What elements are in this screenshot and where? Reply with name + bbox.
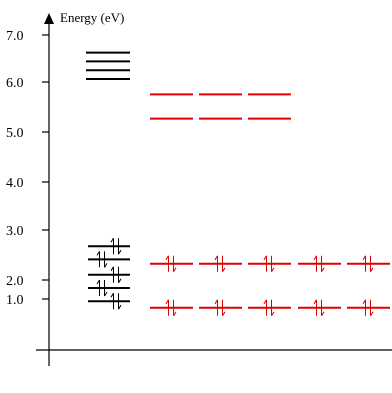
tick-label: 5.0: [6, 126, 24, 141]
electron-pair: [110, 266, 122, 284]
tick-4: 4.0: [6, 176, 49, 191]
spin-down-arrow-icon: [271, 255, 275, 273]
spin-down-arrow-icon: [222, 255, 226, 273]
tick-7: 7.0: [6, 29, 49, 44]
spin-up-arrow-icon: [263, 299, 267, 316]
tick-3: 3.0: [6, 224, 49, 239]
tick-2: 2.0: [6, 274, 49, 289]
spin-down-arrow-icon: [104, 280, 108, 297]
axis-ticks: 1.0 2.0 3.0 4.0 5.0 6.0 7.0: [6, 29, 49, 308]
energy-levels: [86, 51, 390, 317]
electron-pair: [214, 255, 226, 273]
spin-down-arrow-icon: [271, 299, 275, 317]
spin-down-arrow-icon: [222, 299, 226, 317]
tick-label: 1.0: [6, 293, 24, 308]
tick-label: 4.0: [6, 176, 24, 191]
tick-1: 1.0: [6, 293, 49, 308]
spin-up-arrow-icon: [165, 299, 169, 316]
electron-pair: [263, 255, 275, 273]
spin-down-arrow-icon: [104, 251, 108, 268]
spin-up-arrow-icon: [214, 299, 218, 316]
spin-down-arrow-icon: [173, 255, 177, 273]
spin-down-arrow-icon: [173, 299, 177, 317]
spin-down-arrow-icon: [370, 255, 374, 273]
electron-pair: [96, 251, 108, 268]
electron-pair: [362, 255, 374, 273]
axis-arrow-icon: [44, 13, 54, 24]
spin-up-arrow-icon: [362, 255, 366, 272]
electron-pair: [362, 299, 374, 317]
electron-pair: [165, 255, 177, 273]
spin-down-arrow-icon: [321, 299, 325, 317]
energy-axis: Energy (eV): [36, 10, 392, 366]
spin-up-arrow-icon: [110, 292, 114, 310]
spin-up-arrow-icon: [110, 237, 114, 255]
spin-up-arrow-icon: [214, 255, 218, 272]
spin-up-arrow-icon: [96, 279, 100, 296]
electron-pair: [263, 299, 275, 317]
spin-up-arrow-icon: [313, 255, 317, 272]
spin-down-arrow-icon: [118, 293, 122, 310]
axis-title: Energy (eV): [60, 10, 124, 25]
spin-up-arrow-icon: [165, 255, 169, 272]
tick-label: 6.0: [6, 76, 24, 91]
spin-up-arrow-icon: [263, 255, 267, 272]
tick-5: 5.0: [6, 126, 49, 141]
tick-label: 3.0: [6, 224, 24, 239]
spin-up-arrow-icon: [96, 251, 100, 268]
tick-label: 7.0: [6, 29, 24, 44]
electron-pair: [214, 299, 226, 317]
spin-down-arrow-icon: [118, 238, 122, 255]
spin-up-arrow-icon: [313, 299, 317, 316]
spin-up-arrow-icon: [362, 299, 366, 316]
electron-pair: [313, 255, 325, 273]
spin-down-arrow-icon: [118, 266, 122, 284]
electron-pair: [165, 299, 177, 317]
tick-label: 2.0: [6, 274, 24, 289]
spin-down-arrow-icon: [321, 255, 325, 273]
tick-6: 6.0: [6, 76, 49, 91]
spin-down-arrow-icon: [370, 299, 374, 317]
electron-pair: [313, 299, 325, 317]
spin-up-arrow-icon: [110, 266, 114, 283]
electron-pair: [110, 292, 122, 310]
electron-pair: [110, 237, 122, 255]
electron-pair: [96, 279, 108, 297]
